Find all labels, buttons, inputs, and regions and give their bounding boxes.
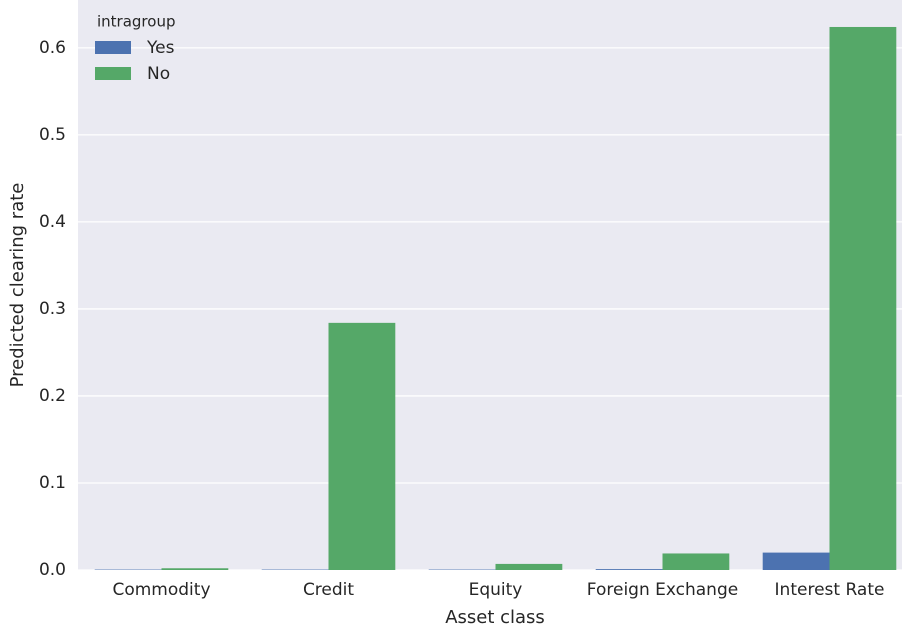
bar: [328, 322, 396, 570]
bar: [595, 569, 663, 570]
bar: [662, 553, 730, 570]
legend-swatch: [95, 41, 131, 54]
legend-swatch: [95, 67, 131, 80]
x-tick-label: Commodity: [112, 580, 210, 600]
bar: [161, 568, 229, 570]
y-tick-label: 0.3: [39, 299, 66, 319]
x-tick-label: Equity: [469, 580, 523, 600]
bar: [762, 552, 830, 570]
bar: [829, 26, 897, 570]
x-tick-label: Credit: [303, 580, 354, 600]
bar: [495, 563, 563, 570]
legend-label: No: [147, 64, 170, 84]
y-axis-label: Predicted clearing rate: [7, 183, 28, 388]
y-tick-label: 0.6: [39, 38, 66, 58]
x-axis-label: Asset class: [445, 607, 545, 628]
plot-background: [78, 0, 902, 570]
y-tick-label: 0.1: [39, 473, 66, 493]
y-tick-label: 0.0: [39, 560, 66, 580]
legend-label: Yes: [146, 38, 175, 58]
x-tick-label: Interest Rate: [775, 580, 885, 600]
legend-title: intragroup: [97, 13, 175, 31]
x-tick-label: Foreign Exchange: [587, 580, 738, 600]
y-tick-label: 0.2: [39, 386, 66, 406]
y-tick-label: 0.5: [39, 125, 66, 145]
y-tick-label: 0.4: [39, 212, 66, 232]
